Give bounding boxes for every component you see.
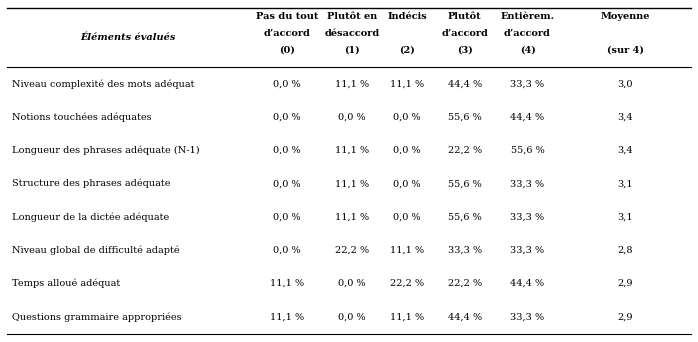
Text: 11,1 %: 11,1 % (269, 312, 304, 321)
Text: 33,3 %: 33,3 % (510, 246, 544, 255)
Text: (4): (4) (519, 46, 535, 55)
Text: 55,6 %: 55,6 % (447, 179, 482, 188)
Text: Longueur de la dictée adéquate: Longueur de la dictée adéquate (13, 212, 170, 222)
Text: 2,9: 2,9 (618, 312, 633, 321)
Text: 11,1 %: 11,1 % (269, 279, 304, 288)
Text: Entièrem.: Entièrem. (500, 12, 554, 22)
Text: Pas du tout: Pas du tout (255, 12, 318, 22)
Text: 3,1: 3,1 (618, 212, 633, 222)
Text: 44,4 %: 44,4 % (447, 79, 482, 88)
Text: 0,0 %: 0,0 % (273, 146, 301, 155)
Text: 55,6 %: 55,6 % (447, 212, 482, 222)
Text: 3,4: 3,4 (618, 113, 633, 121)
Text: 44,4 %: 44,4 % (510, 113, 544, 121)
Text: 11,1 %: 11,1 % (390, 246, 424, 255)
Text: Notions touchées adéquates: Notions touchées adéquates (13, 112, 152, 122)
Text: 33,3 %: 33,3 % (510, 312, 544, 321)
Text: 33,3 %: 33,3 % (510, 179, 544, 188)
Text: Niveau complexité des mots adéquat: Niveau complexité des mots adéquat (13, 79, 195, 89)
Text: 3,0: 3,0 (618, 79, 633, 88)
Text: Plutôt: Plutôt (448, 12, 482, 22)
Text: (0): (0) (279, 46, 295, 55)
Text: 55,6 %: 55,6 % (447, 113, 482, 121)
Text: (3): (3) (456, 46, 473, 55)
Text: 11,1 %: 11,1 % (335, 79, 369, 88)
Text: 0,0 %: 0,0 % (394, 113, 421, 121)
Text: 33,3 %: 33,3 % (510, 212, 544, 222)
Text: 0,0 %: 0,0 % (273, 113, 301, 121)
Text: 11,1 %: 11,1 % (390, 312, 424, 321)
Text: 33,3 %: 33,3 % (510, 79, 544, 88)
Text: 22,2 %: 22,2 % (447, 146, 482, 155)
Text: d’accord: d’accord (263, 29, 310, 38)
Text: (2): (2) (399, 46, 415, 55)
Text: 0,0 %: 0,0 % (273, 79, 301, 88)
Text: d’accord: d’accord (504, 29, 551, 38)
Text: 2,9: 2,9 (618, 279, 633, 288)
Text: 11,1 %: 11,1 % (390, 79, 424, 88)
Text: 44,4 %: 44,4 % (510, 279, 544, 288)
Text: désaccord: désaccord (325, 29, 380, 38)
Text: Niveau global de difficulté adapté: Niveau global de difficulté adapté (13, 246, 180, 255)
Text: d’accord: d’accord (441, 29, 488, 38)
Text: (1): (1) (344, 46, 360, 55)
Text: 44,4 %: 44,4 % (447, 312, 482, 321)
Text: 55,6 %: 55,6 % (511, 146, 544, 155)
Text: 22,2 %: 22,2 % (447, 279, 482, 288)
Text: Moyenne: Moyenne (600, 12, 650, 22)
Text: 11,1 %: 11,1 % (335, 212, 369, 222)
Text: 3,1: 3,1 (618, 179, 633, 188)
Text: 3,4: 3,4 (618, 146, 633, 155)
Text: (sur 4): (sur 4) (607, 46, 644, 55)
Text: Temps alloué adéquat: Temps alloué adéquat (13, 279, 121, 288)
Text: 0,0 %: 0,0 % (394, 179, 421, 188)
Text: Indécis: Indécis (387, 12, 427, 22)
Text: 0,0 %: 0,0 % (273, 212, 301, 222)
Text: 2,8: 2,8 (618, 246, 633, 255)
Text: 0,0 %: 0,0 % (273, 179, 301, 188)
Text: Structure des phrases adéquate: Structure des phrases adéquate (13, 179, 171, 188)
Text: 22,2 %: 22,2 % (390, 279, 424, 288)
Text: Longueur des phrases adéquate (N-1): Longueur des phrases adéquate (N-1) (13, 146, 200, 155)
Text: 0,0 %: 0,0 % (339, 279, 366, 288)
Text: 11,1 %: 11,1 % (335, 146, 369, 155)
Text: 0,0 %: 0,0 % (394, 212, 421, 222)
Text: Éléments évalués: Éléments évalués (81, 33, 176, 42)
Text: 0,0 %: 0,0 % (273, 246, 301, 255)
Text: 0,0 %: 0,0 % (339, 312, 366, 321)
Text: 11,1 %: 11,1 % (335, 179, 369, 188)
Text: Questions grammaire appropriées: Questions grammaire appropriées (13, 312, 182, 321)
Text: 0,0 %: 0,0 % (394, 146, 421, 155)
Text: 22,2 %: 22,2 % (335, 246, 369, 255)
Text: Plutôt en: Plutôt en (327, 12, 377, 22)
Text: 33,3 %: 33,3 % (447, 246, 482, 255)
Text: 0,0 %: 0,0 % (339, 113, 366, 121)
